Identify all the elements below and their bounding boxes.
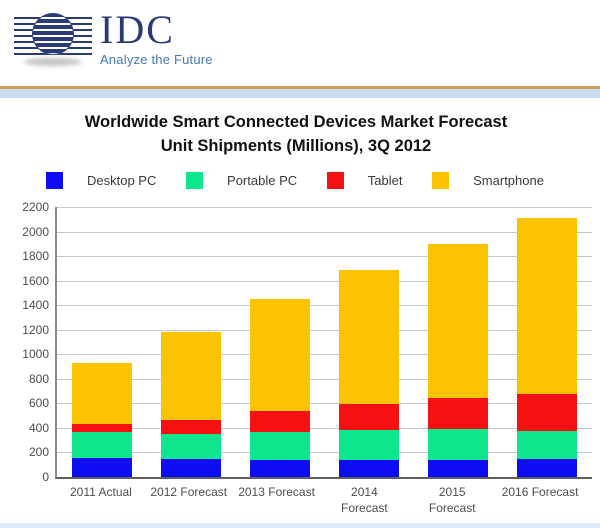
- gridline: [57, 329, 592, 331]
- bar-segment-desktop-pc: [71, 457, 132, 477]
- y-tick-label: 1800: [22, 249, 49, 264]
- legend-item-portable-pc: Portable PC: [186, 171, 298, 189]
- chart-panel: Worldwide Smart Connected Devices Market…: [0, 98, 600, 516]
- stacked-bar: [428, 243, 489, 477]
- bar-segment-smartphone: [71, 363, 132, 424]
- gridline: [57, 354, 592, 356]
- y-tick-label: 400: [28, 420, 49, 435]
- bar-segment-tablet: [71, 423, 132, 433]
- legend-label: Portable PC: [227, 172, 298, 188]
- bar-segment-desktop-pc: [160, 458, 221, 477]
- bar-segment-smartphone: [160, 331, 221, 420]
- bar-slot-2012-forecast: [146, 207, 235, 477]
- blue-divider: [0, 89, 600, 98]
- bar-segment-desktop-pc: [428, 459, 489, 477]
- bar-segment-desktop-pc: [249, 460, 310, 477]
- y-tick-label: 800: [28, 371, 49, 386]
- header: IDC Analyze the Future: [0, 0, 600, 86]
- x-axis-labels: 2011 Actual 2012 Forecast 2013 Forecast 201…: [0, 484, 592, 516]
- logo-tagline: Analyze the Future: [100, 52, 213, 67]
- stacked-bar: [339, 269, 400, 477]
- bar-segment-smartphone: [249, 299, 310, 412]
- plot-area: [55, 207, 592, 479]
- x-axis-label: 2012 Forecast: [150, 485, 228, 499]
- gridline: [57, 231, 592, 233]
- bar-slot-2016-forecast: [503, 207, 592, 477]
- legend-item-desktop-pc: Desktop PC: [46, 171, 157, 189]
- globe-icon: [14, 8, 92, 66]
- bar-slot-2013-forecast: [235, 207, 324, 477]
- bar-slot-2014-forecast: [325, 207, 414, 477]
- stacked-bar: [517, 218, 578, 477]
- legend-swatch: [46, 171, 63, 189]
- y-tick-label: 600: [28, 396, 49, 411]
- chart-title-line2: Unit Shipments (Millions), 3Q 2012: [160, 137, 432, 155]
- bar-segment-portable-pc: [249, 431, 310, 461]
- y-tick-label: 1400: [22, 298, 49, 313]
- legend-swatch: [326, 171, 344, 189]
- bottom-strip: [0, 523, 600, 528]
- stacked-bar: [249, 299, 310, 477]
- bar-segment-desktop-pc: [339, 459, 400, 477]
- bar-segment-smartphone: [428, 243, 489, 399]
- bar-segment-tablet: [160, 419, 221, 435]
- logo-text: IDC: [100, 7, 175, 52]
- legend-label: Desktop PC: [87, 172, 157, 188]
- bar-segment-portable-pc: [339, 429, 400, 460]
- globe-sphere: [32, 13, 74, 55]
- bar-segment-smartphone: [517, 218, 578, 395]
- x-axis-label: 2015 Forecast: [428, 485, 476, 515]
- bar-segment-desktop-pc: [517, 459, 578, 477]
- y-tick-label: 2000: [22, 224, 49, 239]
- globe-shadow: [24, 58, 82, 66]
- idc-logo: IDC Analyze the Future: [14, 8, 213, 67]
- bar-segment-tablet: [517, 394, 578, 431]
- stacked-bar: [160, 331, 221, 477]
- bar-segment-portable-pc: [160, 434, 221, 459]
- legend-item-tablet: Tablet: [326, 171, 403, 189]
- stacked-bar: [71, 363, 132, 477]
- bar-segment-tablet: [249, 411, 310, 432]
- bar-slot-2011-actual: [57, 207, 146, 477]
- bar-segment-portable-pc: [71, 432, 132, 458]
- legend-label: Tablet: [367, 172, 403, 188]
- bar-segment-tablet: [339, 404, 400, 430]
- gridline: [57, 378, 592, 380]
- chart-title-line1: Worldwide Smart Connected Devices Market…: [84, 113, 508, 131]
- legend-label: Smartphone: [473, 172, 544, 188]
- y-tick-label: 1600: [22, 273, 49, 288]
- bar-segment-smartphone: [339, 269, 400, 404]
- y-tick-label: 1000: [22, 347, 49, 362]
- gold-divider: [0, 86, 600, 89]
- legend-item-smartphone: Smartphone: [432, 171, 544, 189]
- gridline: [57, 305, 592, 307]
- bar-segment-portable-pc: [517, 431, 578, 460]
- x-axis-label: 2016 Forecast: [501, 485, 579, 499]
- legend-swatch: [432, 171, 450, 189]
- bar-segment-tablet: [428, 398, 489, 430]
- x-axis-label: 2014 Forecast: [341, 485, 388, 515]
- chart-title: Worldwide Smart Connected Devices Market…: [0, 110, 592, 158]
- y-tick-label: 0: [42, 470, 49, 484]
- y-tick-label: 2200: [22, 200, 49, 214]
- legend: Desktop PC Portable PC Tablet Smartphone: [0, 171, 592, 189]
- gridline: [57, 427, 592, 429]
- x-axis-label: 2013 Forecast: [238, 485, 315, 499]
- y-tick-label: 200: [28, 445, 49, 460]
- y-tick-label: 1200: [22, 322, 49, 337]
- gridline: [57, 280, 592, 282]
- gridline: [57, 256, 592, 258]
- gridline: [57, 207, 592, 208]
- x-axis-label: 2011 Actual: [70, 485, 132, 499]
- bar-slot-2015-forecast: [414, 207, 503, 477]
- gridline: [57, 452, 592, 454]
- y-axis: 0 200 400 600 800 1000 1200 1400 1600 1800 2000 220…: [0, 200, 55, 484]
- chart: 0 200 400 600 800 1000 1200 1400 1600 1800 2000 220…: [0, 200, 592, 484]
- bar-segment-portable-pc: [428, 429, 489, 460]
- legend-swatch: [186, 171, 204, 189]
- gridline: [57, 403, 592, 405]
